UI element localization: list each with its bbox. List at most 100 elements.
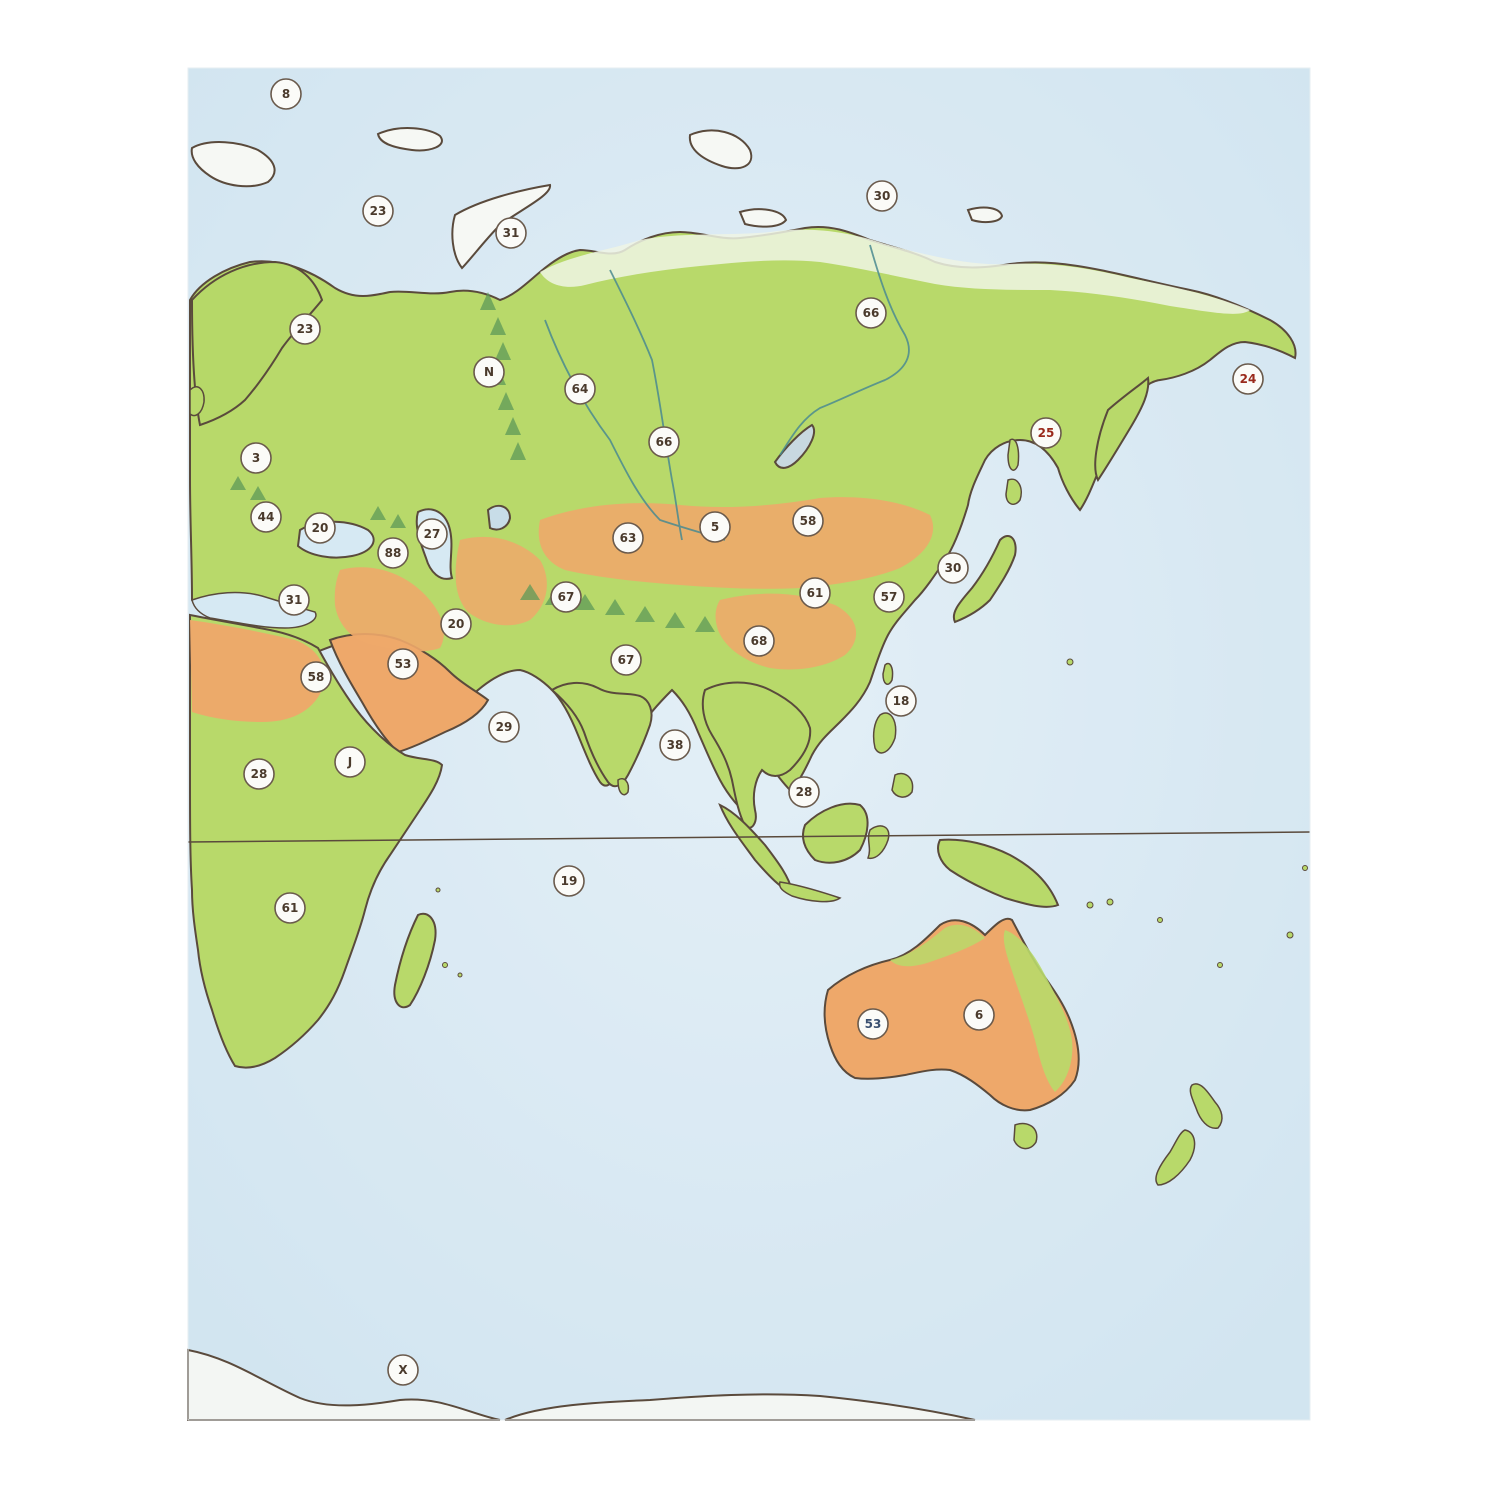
map-marker[interactable]: 64 (564, 373, 596, 405)
marker-label: 53 (395, 657, 412, 671)
marker-label: 20 (312, 521, 329, 535)
sri-lanka (617, 778, 630, 796)
marker-circle (243, 758, 275, 790)
java (778, 881, 842, 903)
indochina (701, 681, 812, 829)
map-marker[interactable]: 68 (743, 625, 775, 657)
new-guinea (937, 838, 1060, 908)
marker-label: 66 (863, 306, 880, 320)
australia-green-north (890, 924, 985, 967)
marker-circle (792, 505, 824, 537)
map-marker[interactable]: 61 (274, 892, 306, 924)
kamchatka (1094, 376, 1150, 482)
map-marker[interactable]: 66 (855, 297, 887, 329)
middle-east-desert (334, 567, 444, 652)
marker-circle (799, 577, 831, 609)
map-marker[interactable]: 38 (659, 729, 691, 761)
map-marker[interactable]: 19 (553, 865, 585, 897)
marker-label: 30 (945, 561, 962, 575)
british-isles (189, 386, 205, 417)
map-marker[interactable]: X (387, 1354, 419, 1386)
map-marker[interactable]: 30 (937, 552, 969, 584)
marker-circle (873, 581, 905, 613)
map-marker[interactable]: 24 (1232, 363, 1264, 395)
marker-circle (699, 511, 731, 543)
marker-label: 88 (385, 546, 402, 560)
marker-circle (300, 661, 332, 693)
marker-label: 63 (620, 531, 637, 545)
map-marker[interactable]: 30 (866, 180, 898, 212)
hokkaido (1005, 478, 1022, 505)
sulawesi (866, 825, 890, 860)
marker-label: 31 (286, 593, 303, 607)
sakhalin (1007, 438, 1020, 471)
map-marker[interactable]: 23 (289, 313, 321, 345)
map-marker[interactable]: 8 (270, 78, 302, 110)
marker-circle (550, 581, 582, 613)
pacific-islands (435, 658, 1308, 978)
marker-label: 24 (1240, 372, 1257, 386)
marker-label: 8 (282, 87, 290, 101)
map-marker[interactable]: 66 (648, 426, 680, 458)
antarctica-east (504, 1393, 976, 1421)
map-marker[interactable]: 23 (362, 195, 394, 227)
tasmania (1013, 1122, 1038, 1150)
marker-circle (857, 1008, 889, 1040)
marker-circle (270, 78, 302, 110)
map-marker[interactable]: 53 (387, 648, 419, 680)
map-marker[interactable]: 25 (1030, 417, 1062, 449)
map-marker[interactable]: 20 (440, 608, 472, 640)
marker-label: 25 (1038, 426, 1055, 440)
map-marker[interactable]: 61 (799, 577, 831, 609)
india (550, 682, 653, 788)
map-marker[interactable]: 67 (550, 581, 582, 613)
aral-sea (486, 504, 512, 531)
marker-label: 6 (975, 1008, 983, 1022)
marker-circle (788, 776, 820, 808)
map-marker[interactable]: 88 (377, 537, 409, 569)
new-zealand-north (1189, 1083, 1223, 1129)
marker-circle (885, 685, 917, 717)
map-marker[interactable]: 6 (963, 999, 995, 1031)
marker-circle (250, 501, 282, 533)
map-marker[interactable]: 31 (495, 217, 527, 249)
map-marker[interactable]: 53 (857, 1008, 889, 1040)
map-marker[interactable]: 27 (416, 518, 448, 550)
marker-circle (743, 625, 775, 657)
marker-label: 58 (800, 514, 817, 528)
marker-circle (495, 217, 527, 249)
map-marker[interactable]: 28 (243, 758, 275, 790)
marker-circle (866, 180, 898, 212)
map-marker[interactable]: 63 (612, 522, 644, 554)
map-marker[interactable]: 29 (488, 711, 520, 743)
map-marker[interactable]: 3 (240, 442, 272, 474)
marker-circle (648, 426, 680, 458)
marker-label: 68 (751, 634, 768, 648)
map-marker[interactable]: 28 (788, 776, 820, 808)
marker-circle (416, 518, 448, 550)
svalbard (190, 141, 276, 188)
marker-circle (1030, 417, 1062, 449)
map-marker[interactable]: 58 (300, 661, 332, 693)
marker-circle (440, 608, 472, 640)
map-marker[interactable]: 20 (304, 512, 336, 544)
map-marker[interactable]: J (334, 746, 366, 778)
map-marker[interactable]: 58 (792, 505, 824, 537)
map-marker[interactable]: N (473, 356, 505, 388)
map-marker[interactable]: 5 (699, 511, 731, 543)
map-marker[interactable]: 44 (250, 501, 282, 533)
marker-label: 23 (297, 322, 314, 336)
mediterranean (191, 591, 317, 629)
marker-label: 19 (561, 874, 578, 888)
map-marker[interactable]: 31 (278, 584, 310, 616)
map-marker[interactable]: 18 (885, 685, 917, 717)
map-marker[interactable]: 67 (610, 644, 642, 676)
marker-circle (963, 999, 995, 1031)
madagascar (393, 912, 437, 1009)
severnaya-zemlya (688, 129, 753, 170)
marker-circle (377, 537, 409, 569)
borneo (802, 802, 869, 864)
marker-circle (937, 552, 969, 584)
marker-label: 67 (558, 590, 575, 604)
map-marker[interactable]: 57 (873, 581, 905, 613)
